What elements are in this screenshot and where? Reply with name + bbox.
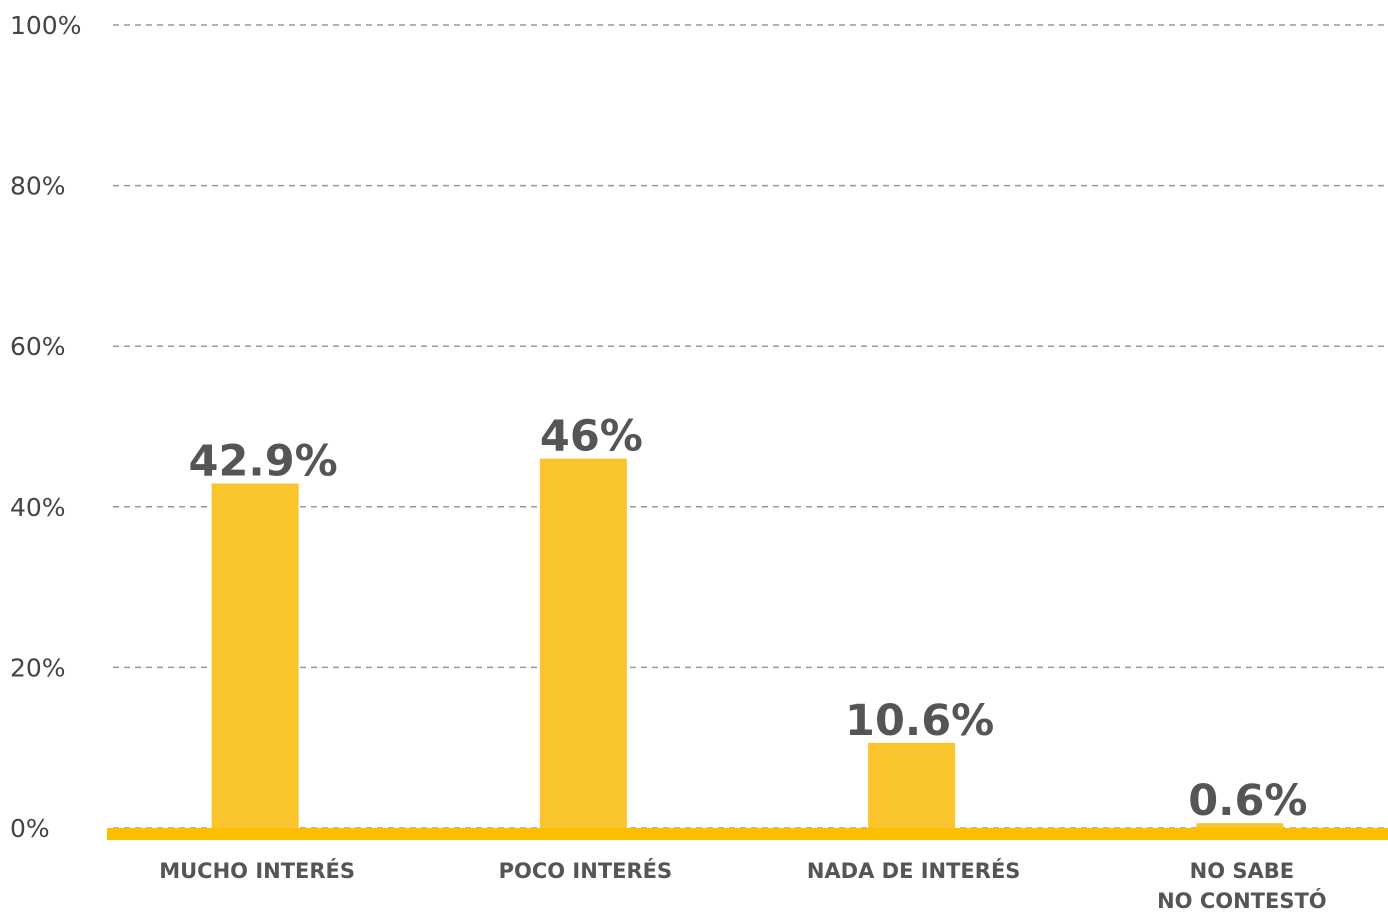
bar (211, 483, 299, 828)
x-tick-label: POCO INTERÉS (498, 859, 673, 883)
y-tick-label: 100% (10, 11, 81, 40)
bar (868, 742, 956, 828)
x-tick-label: NADA DE INTERÉS (806, 859, 1021, 883)
value-label: 0.6% (1188, 776, 1307, 826)
value-label: 42.9% (189, 437, 338, 487)
x-tick-label: NO SABE NO CONTESTÓ (1157, 859, 1327, 913)
y-tick-label: 40% (10, 493, 66, 522)
baseline (107, 828, 1388, 840)
value-label: 46% (540, 412, 643, 462)
bar (539, 458, 627, 828)
y-tick-label: 80% (10, 172, 66, 201)
value-label: 10.6% (845, 696, 994, 746)
x-tick-label: MUCHO INTERÉS (159, 859, 356, 883)
y-tick-label: 0% (10, 814, 50, 843)
y-tick-label: 20% (10, 653, 66, 682)
bar (1196, 823, 1284, 828)
y-tick-label: 60% (10, 332, 66, 361)
